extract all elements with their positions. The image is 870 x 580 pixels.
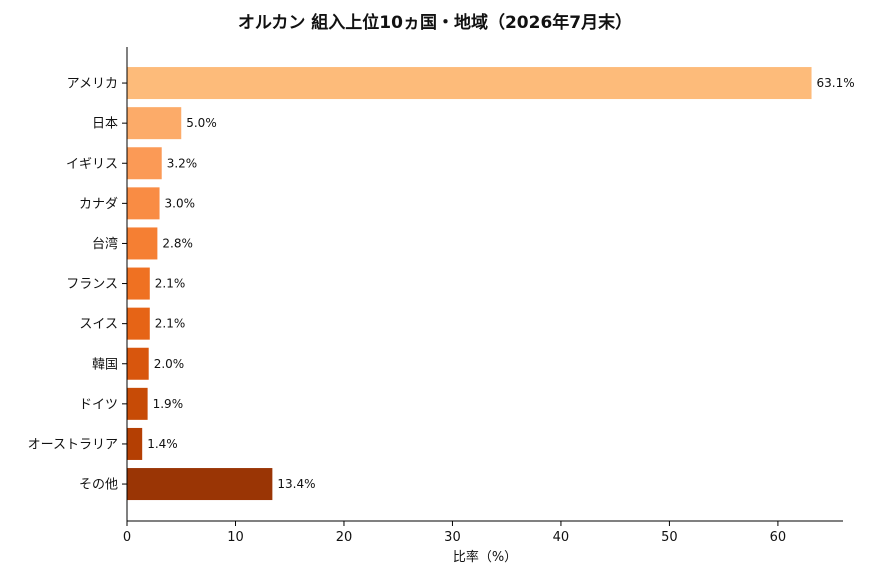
- value-label: 2.0%: [154, 357, 185, 371]
- category-label: フランス: [66, 277, 118, 292]
- category-label: 台湾: [92, 236, 118, 252]
- bar-9: [127, 427, 143, 460]
- category-label: ドイツ: [79, 397, 118, 412]
- category-label: オーストラリア: [28, 437, 118, 452]
- bar-2: [127, 147, 162, 180]
- value-labels: 63.1% 5.0% 3.2% 3.0% 2.8% 2.1% 2.1% 2.0% 1.9% 1.4…: [147, 76, 854, 491]
- x-tick-label: 40: [553, 530, 570, 545]
- bar-3: [127, 187, 160, 220]
- value-label: 5.0%: [186, 116, 217, 130]
- x-tick-label: 50: [661, 530, 678, 545]
- x-tick-label: 60: [770, 530, 787, 545]
- value-label: 2.1%: [155, 317, 186, 331]
- category-label: 日本: [92, 117, 118, 132]
- x-axis-ticks: 0 10 20 30 40 50 60: [123, 521, 786, 545]
- category-label: カナダ: [79, 197, 118, 212]
- x-tick-label: 0: [123, 530, 131, 545]
- value-label: 13.4%: [277, 477, 315, 491]
- bar-5: [127, 267, 150, 300]
- bars-group: [127, 67, 812, 501]
- value-label: 1.4%: [147, 437, 178, 451]
- x-tick-label: 10: [227, 530, 244, 545]
- category-label: 韓国: [92, 357, 118, 372]
- bar-4: [127, 227, 158, 260]
- value-label: 2.1%: [155, 277, 186, 291]
- category-label: スイス: [79, 317, 118, 332]
- x-tick-label: 20: [336, 530, 353, 545]
- category-label: アメリカ: [67, 77, 118, 92]
- bar-0: [127, 67, 812, 100]
- bar-7: [127, 347, 149, 380]
- value-label: 3.0%: [165, 196, 196, 210]
- category-label: その他: [79, 478, 118, 493]
- bar-6: [127, 307, 150, 340]
- value-label: 2.8%: [162, 236, 193, 250]
- bar-1: [127, 107, 182, 140]
- bar-10: [127, 468, 273, 501]
- x-tick-label: 30: [444, 530, 461, 545]
- value-label: 3.2%: [167, 156, 198, 170]
- category-label: イギリス: [66, 157, 118, 172]
- x-axis-label: 比率（%）: [453, 549, 517, 565]
- value-label: 63.1%: [817, 76, 855, 90]
- bar-8: [127, 387, 148, 420]
- chart-title: オルカン 組入上位10ヵ国・地域（2026年7月末）: [237, 13, 633, 33]
- value-label: 1.9%: [153, 397, 184, 411]
